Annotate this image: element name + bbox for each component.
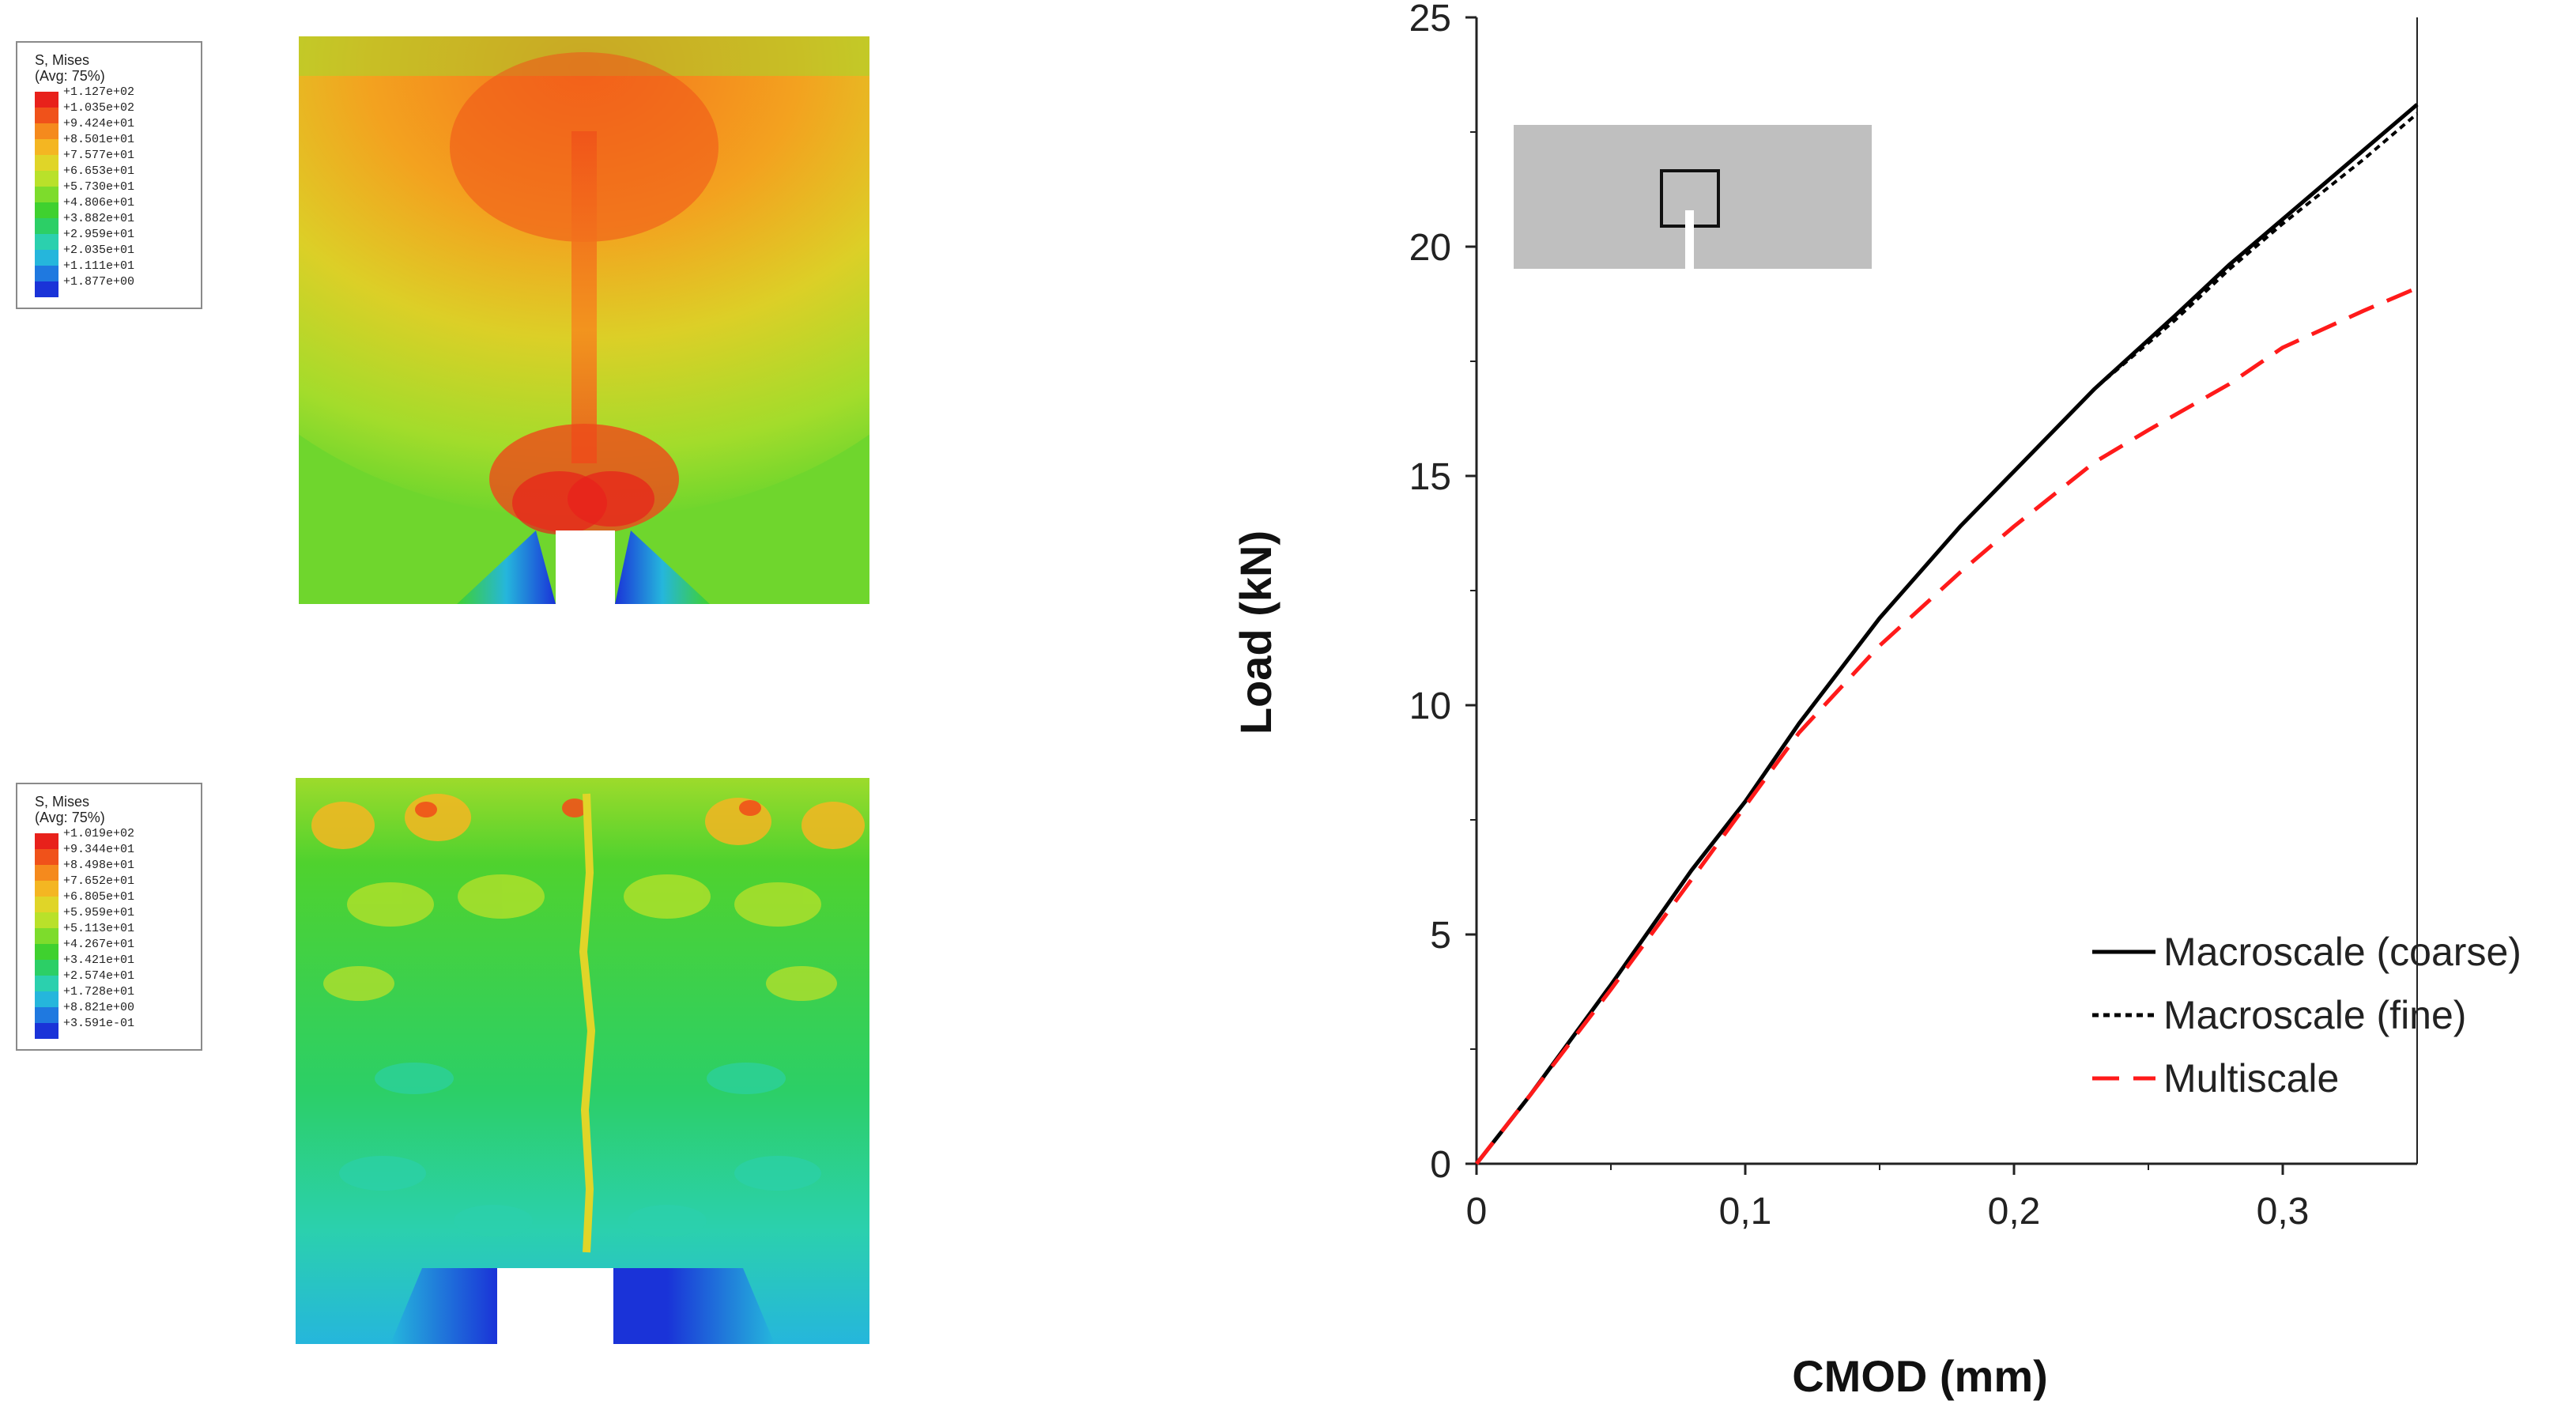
contour-legend-top: S, Mises (Avg: 75%) +1.127e+02 +1.035e+02… [16, 41, 202, 309]
legend-swatch [35, 833, 58, 849]
legend-title: S, Mises [35, 794, 90, 810]
legend-level-label: +1.035e+02 [63, 101, 135, 115]
x-tick-label: 0,1 [1719, 1191, 1772, 1233]
legend-level-label: +6.805e+01 [63, 890, 135, 904]
legend-swatch [35, 849, 58, 865]
legend-level-label: +9.424e+01 [63, 117, 135, 130]
legend-swatch [35, 108, 58, 123]
load-cmod-chart: 0 5 10 15 20 25 0 0,1 0,2 0,3 Macroscale (coarse)… [1186, 0, 2576, 1408]
legend-swatch [35, 928, 58, 944]
legend-swatch [35, 155, 58, 171]
legend-level-label: +1.728e+01 [63, 985, 135, 999]
legend-level-label: +7.652e+01 [63, 874, 135, 888]
legend-level-label: +2.035e+01 [63, 244, 135, 257]
series-line-2 [1475, 285, 2418, 1165]
legend-level-label: +9.344e+01 [63, 843, 135, 856]
legend-swatch [35, 187, 58, 202]
legend-swatch [35, 991, 58, 1007]
legend-swatch [35, 202, 58, 218]
legend-level-label: +5.113e+01 [63, 922, 135, 935]
legend-swatch [35, 218, 58, 234]
stress-contour-bottom [296, 778, 869, 1344]
legend-level-label: +1.127e+02 [63, 85, 135, 99]
legend-level-label: +2.574e+01 [63, 969, 135, 983]
legend-swatch [35, 865, 58, 881]
legend-title: S, Mises [35, 52, 90, 68]
x-axis-title: CMOD (mm) [1792, 1351, 2048, 1401]
legend-swatch [35, 139, 58, 155]
series [1475, 103, 2419, 1165]
legend-swatch [35, 250, 58, 266]
specimen-inset-icon [1514, 125, 1872, 269]
y-tick-label: 25 [1409, 0, 1451, 40]
legend-subtitle: (Avg: 75%) [35, 810, 105, 825]
legend-level-label: +3.591e-01 [63, 1017, 135, 1030]
legend-swatch [35, 123, 58, 139]
legend-swatch [35, 1007, 58, 1023]
legend-swatch [35, 171, 58, 187]
series-line-1 [1475, 112, 2419, 1165]
y-tick-label: 15 [1409, 456, 1451, 498]
legend-label-0: Macroscale (coarse) [2163, 930, 2521, 974]
legend-level-label: +8.498e+01 [63, 859, 135, 872]
legend-label-1: Macroscale (fine) [2163, 993, 2466, 1037]
y-axis-title: Load (kN) [1231, 530, 1280, 734]
legend-swatch [35, 960, 58, 976]
legend-level-label: +1.877e+00 [63, 275, 135, 289]
legend-swatch [35, 281, 58, 297]
y-tick-label: 10 [1409, 685, 1451, 727]
legend-level-label: +7.577e+01 [63, 149, 135, 162]
legend-level-label: +1.019e+02 [63, 827, 135, 840]
x-tick-label: 0 [1466, 1191, 1488, 1233]
legend-level-label: +4.267e+01 [63, 938, 135, 951]
legend-swatch [35, 881, 58, 897]
y-tick-label: 5 [1430, 915, 1451, 957]
legend-swatch [35, 266, 58, 281]
legend-level-label: +8.821e+00 [63, 1001, 135, 1014]
legend-swatch [35, 944, 58, 960]
legend-swatch [35, 976, 58, 991]
legend-swatch [35, 897, 58, 912]
legend-level-label: +6.653e+01 [63, 164, 135, 178]
legend-level-label: +2.959e+01 [63, 228, 135, 241]
x-tick-label: 0,3 [2257, 1191, 2310, 1233]
legend-label-2: Multiscale [2163, 1056, 2339, 1101]
x-tick-label: 0,2 [1988, 1191, 2041, 1233]
legend-level-label: +1.111e+01 [63, 259, 135, 273]
axes: 0 5 10 15 20 25 0 0,1 0,2 0,3 [1409, 0, 2418, 1233]
legend-level-label: +5.730e+01 [63, 180, 135, 194]
legend-level-label: +3.882e+01 [63, 212, 135, 225]
contour-legend-bottom: S, Mises (Avg: 75%) +1.019e+02 +9.344e+01… [16, 783, 202, 1051]
stress-contour-top [299, 36, 869, 604]
chart-legend: Macroscale (coarse) Macroscale (fine) Mult… [2092, 930, 2521, 1101]
legend-level-label: +4.806e+01 [63, 196, 135, 210]
y-tick-label: 0 [1430, 1144, 1451, 1186]
legend-swatch [35, 912, 58, 928]
legend-level-label: +8.501e+01 [63, 133, 135, 146]
legend-swatch [35, 234, 58, 250]
legend-subtitle: (Avg: 75%) [35, 68, 105, 84]
legend-level-label: +5.959e+01 [63, 906, 135, 919]
legend-swatch [35, 92, 58, 108]
y-tick-label: 20 [1409, 227, 1451, 269]
legend-level-label: +3.421e+01 [63, 953, 135, 967]
legend-swatch [35, 1023, 58, 1039]
